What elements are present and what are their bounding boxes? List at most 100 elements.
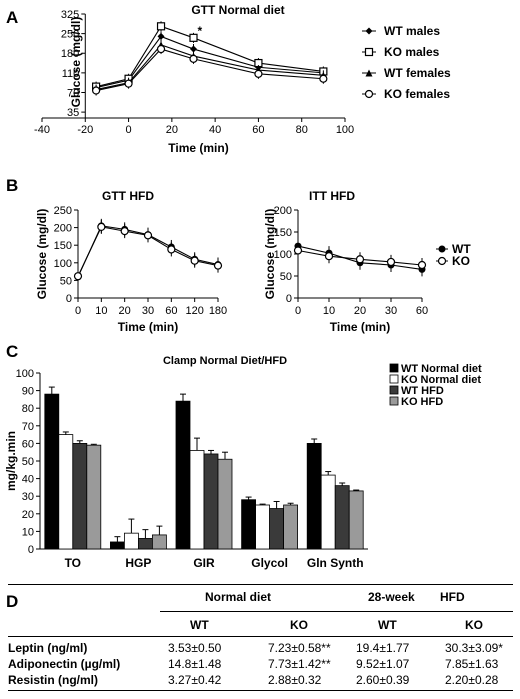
legend-marker bbox=[438, 245, 446, 253]
chart-title: GTT HFD bbox=[102, 189, 154, 203]
table-bottom-rule bbox=[8, 690, 513, 691]
legend-label: WT bbox=[452, 242, 471, 256]
group-header: Normal diet bbox=[205, 590, 272, 604]
data-point bbox=[189, 33, 198, 42]
y-tick-label: 50 bbox=[60, 275, 72, 287]
data-point bbox=[156, 44, 166, 54]
y-tick-label: 250 bbox=[61, 29, 79, 41]
data-point bbox=[92, 86, 101, 95]
legend-label: KO females bbox=[384, 87, 450, 101]
bar bbox=[110, 541, 125, 550]
bar bbox=[137, 538, 153, 550]
table-cell: 9.52±1.07 bbox=[356, 657, 410, 671]
x-tick-label: 80 bbox=[296, 124, 308, 136]
bar bbox=[124, 532, 139, 550]
table-cell: 7.23±0.58** bbox=[268, 641, 331, 655]
data-point bbox=[319, 74, 328, 83]
table-cell: 30.3±3.09* bbox=[445, 641, 503, 655]
chart-a-ylabel: Glucose (mg/dl) bbox=[69, 17, 83, 108]
series-line bbox=[95, 35, 324, 89]
series-line bbox=[95, 48, 324, 92]
x-tick-label: 120 bbox=[185, 305, 203, 317]
y-tick-label: 0 bbox=[286, 293, 292, 305]
bar bbox=[269, 508, 285, 550]
y-tick-label: 100 bbox=[54, 258, 72, 270]
chart-xlabel: Time (min) bbox=[330, 320, 390, 334]
data-point bbox=[120, 227, 129, 236]
x-tick-label: 0 bbox=[75, 305, 81, 317]
legend-swatch bbox=[389, 374, 399, 384]
panel-a-letter: A bbox=[6, 8, 19, 27]
column-header: KO bbox=[465, 618, 483, 632]
chart-c-clamp: 0 10 20 30 40 50 60 70 80 90 100 Clamp Normal Diet/… bbox=[4, 355, 482, 570]
data-point bbox=[213, 261, 223, 270]
legend-marker bbox=[365, 27, 373, 35]
x-tick-label: 0 bbox=[126, 124, 132, 136]
bar bbox=[86, 444, 102, 550]
table-cell: 2.60±0.39 bbox=[356, 673, 410, 687]
bar bbox=[320, 474, 336, 550]
x-tick-label: 20 bbox=[119, 305, 131, 317]
data-point bbox=[167, 245, 176, 254]
bar bbox=[175, 400, 191, 550]
y-tick-label: 100 bbox=[16, 368, 34, 380]
data-point bbox=[417, 260, 427, 270]
x-tick-label: 10 bbox=[95, 305, 107, 317]
table-cell: 7.73±1.42** bbox=[268, 657, 331, 671]
y-tick-label: 10 bbox=[22, 526, 34, 538]
chart-ylabel: Glucose (mg/dl) bbox=[35, 209, 49, 300]
group-header: HFD bbox=[440, 590, 465, 604]
y-tick-label: 50 bbox=[22, 456, 34, 468]
bar bbox=[334, 485, 350, 550]
table-cell: 14.8±1.48 bbox=[168, 657, 222, 671]
table-cell: 7.85±1.63 bbox=[445, 657, 499, 671]
data-point bbox=[97, 222, 106, 231]
chart-a-title: GTT Normal diet bbox=[191, 3, 284, 17]
chart-ylabel: Glucose (mg/dl) bbox=[263, 209, 277, 300]
y-tick-label: 180 bbox=[61, 48, 79, 60]
bar bbox=[255, 504, 271, 550]
bar bbox=[217, 458, 233, 550]
bar bbox=[189, 450, 205, 550]
bar bbox=[203, 453, 219, 550]
chart-b-gtt-hfd: 0 10 20 30 60 120 180 0 50 100 150 200 250 GTT HFD Tim… bbox=[35, 189, 227, 334]
panel-d-letter: D bbox=[6, 592, 19, 611]
x-tick-label: 60 bbox=[416, 305, 428, 317]
chart-title: ITT HFD bbox=[309, 189, 355, 203]
x-tick-label: TO bbox=[65, 556, 81, 570]
data-point bbox=[190, 256, 199, 265]
x-tick-label: Gln Synth bbox=[307, 556, 364, 570]
chart-c-ylabel: mg/kg.min bbox=[4, 431, 18, 491]
header-bottom-rule bbox=[8, 636, 513, 637]
y-tick-label: 30 bbox=[22, 491, 34, 503]
bar bbox=[283, 504, 299, 550]
y-tick-label: 0 bbox=[28, 544, 34, 556]
table-cell: 3.53±0.50 bbox=[168, 641, 222, 655]
y-tick-label: 110 bbox=[62, 68, 80, 80]
data-point bbox=[156, 22, 166, 31]
x-tick-label: 100 bbox=[336, 124, 354, 136]
legend-label: WT males bbox=[384, 24, 440, 38]
legend-label: WT females bbox=[384, 66, 451, 80]
legend-marker bbox=[365, 69, 373, 77]
table-top-rule bbox=[8, 584, 513, 585]
x-tick-label: 30 bbox=[385, 305, 397, 317]
legend-marker bbox=[364, 89, 374, 99]
legend-label: KO Normal diet bbox=[401, 374, 481, 386]
panel-b-letter: B bbox=[6, 176, 19, 195]
y-tick-label: 90 bbox=[22, 386, 34, 398]
legend-swatch bbox=[389, 396, 399, 406]
y-tick-label: 35 bbox=[67, 107, 79, 119]
bar bbox=[58, 434, 74, 550]
y-tick-label: 80 bbox=[22, 403, 34, 415]
y-tick-label: 200 bbox=[274, 205, 292, 217]
x-tick-label: -20 bbox=[77, 124, 93, 136]
x-tick-label: Glycol bbox=[251, 556, 288, 570]
y-tick-label: 70 bbox=[22, 421, 34, 433]
data-point bbox=[124, 79, 133, 88]
row-label: Resistin (ng/ml) bbox=[8, 673, 99, 687]
group-rule bbox=[160, 611, 513, 612]
series-line bbox=[95, 44, 324, 91]
data-point bbox=[355, 255, 365, 264]
data-point bbox=[143, 231, 153, 240]
